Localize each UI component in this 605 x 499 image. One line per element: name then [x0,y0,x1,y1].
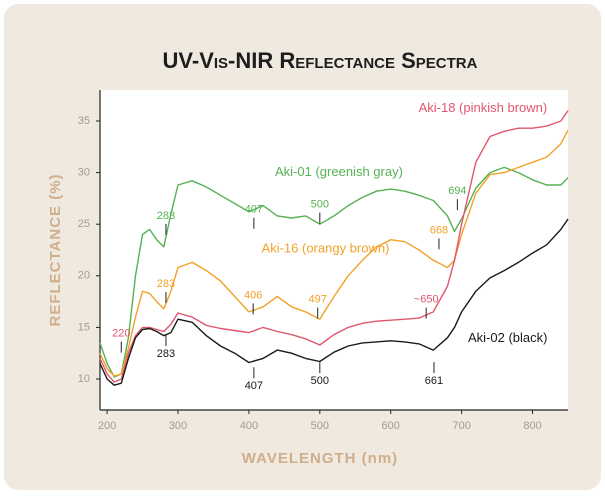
annotation: 283 [157,278,175,290]
annotation: 407 [245,380,263,392]
y-tick-label: 25 [78,218,90,230]
annotation: 500 [311,198,329,210]
y-tick-label: 15 [78,321,90,333]
annotation: 668 [430,224,448,236]
series-line [99,218,569,386]
y-axis-label: REFLECTANCE (%) [47,173,64,326]
annotation: 406 [244,289,262,301]
annotation: ~650 [414,293,439,305]
annotation: 497 [309,293,327,305]
x-axis-label: WAVELENGTH (nm) [242,450,398,467]
x-tick-label: 200 [98,420,116,432]
y-tick-label: 20 [78,270,90,282]
annotation: 694 [448,185,466,197]
y-tick-label: 30 [78,166,90,178]
annotation: 500 [311,375,329,387]
series-line [99,166,569,378]
y-tick-label: 10 [78,373,90,385]
chart-title: UV-Vis-NIR Reflectance Spectra [163,48,478,73]
x-tick-label: 800 [523,420,541,432]
series-label: Aki-18 (pinkish brown) [419,100,548,115]
series-label: Aki-01 (greenish gray) [275,164,403,179]
x-tick-label: 400 [240,420,258,432]
plot-area [100,90,568,410]
series-line [99,129,569,377]
annotation: 283 [157,210,175,222]
x-tick-label: 500 [311,420,329,432]
x-tick-label: 600 [382,420,400,432]
y-tick-label: 35 [78,115,90,127]
annotation: 661 [425,375,443,387]
annotation: 407 [245,204,263,216]
series-label: Aki-02 (black) [468,330,547,345]
series-label: Aki-16 (orangy brown) [262,240,390,255]
x-tick-label: 300 [169,420,187,432]
annotation: 220 [112,328,130,340]
annotation: 283 [157,348,175,360]
x-tick-label: 700 [452,420,470,432]
series-line [99,110,569,383]
